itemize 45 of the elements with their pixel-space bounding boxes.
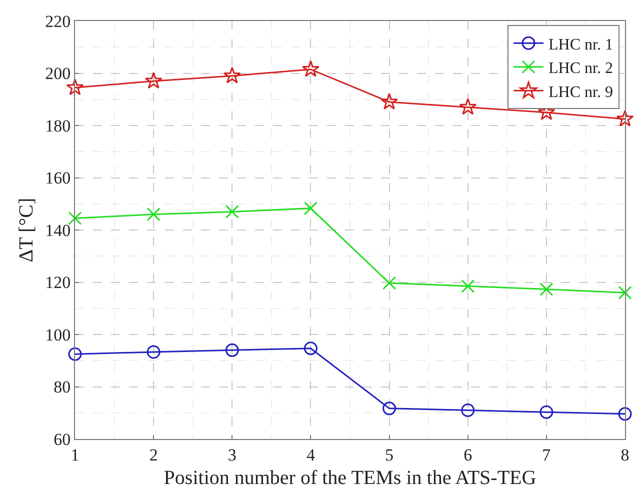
legend-label: LHC nr. 9	[548, 84, 613, 101]
y-tick-label: 120	[45, 273, 71, 292]
point	[225, 343, 239, 357]
y-tick-label: 60	[54, 430, 71, 449]
point	[144, 72, 162, 89]
point	[302, 60, 320, 77]
point	[66, 78, 84, 96]
x-tick-label: 8	[620, 445, 630, 464]
point	[304, 202, 318, 216]
point	[540, 405, 554, 419]
legend-label: LHC nr. 2	[548, 60, 613, 78]
point	[618, 286, 632, 300]
y-tick-label: 80	[54, 378, 71, 397]
point	[540, 282, 554, 296]
x-tick-label: 3	[228, 445, 236, 464]
point	[382, 402, 396, 416]
point	[461, 279, 475, 293]
y-tick-label: 220	[45, 12, 71, 31]
x-tick-label: 2	[149, 445, 158, 464]
point	[459, 98, 477, 115]
point	[382, 276, 396, 290]
legend-label: LHC nr. 1	[548, 36, 613, 54]
point	[304, 342, 318, 356]
x-axis-title: Position number of the TEMs in the ATS-TEG	[164, 466, 536, 489]
point	[225, 204, 239, 218]
y-tick-label: 140	[45, 220, 71, 240]
point	[461, 404, 475, 418]
point	[380, 92, 398, 110]
x-tick-label: 5	[385, 445, 394, 464]
x-tick-label: 7	[542, 445, 552, 464]
point	[146, 345, 160, 359]
point	[146, 208, 160, 222]
y-tick-label: 100	[45, 325, 71, 344]
point	[68, 211, 82, 225]
point	[223, 66, 241, 84]
y-tick-label: 180	[45, 116, 71, 136]
point	[618, 407, 632, 421]
y-tick-label: 160	[45, 168, 71, 188]
x-tick-label: 4	[306, 445, 316, 464]
y-tick-label: 200	[45, 64, 71, 84]
y-axis-title: ΔT [°C]	[16, 198, 38, 262]
x-tick-label: 6	[464, 445, 472, 464]
x-tick-label: 1	[70, 445, 80, 464]
point	[68, 347, 82, 361]
point	[616, 110, 634, 127]
